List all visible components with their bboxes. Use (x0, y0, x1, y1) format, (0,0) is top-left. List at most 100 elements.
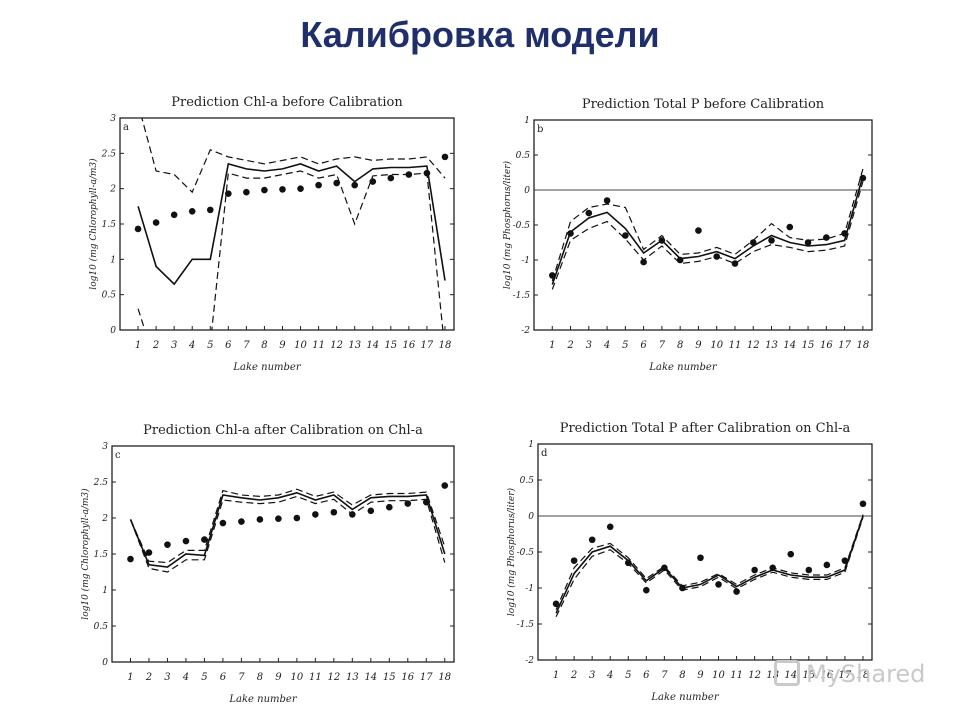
x-tick-label: 11 (730, 670, 743, 681)
chart-panel-a: Prediction Chl-a before Calibration a 0 0.5… (88, 95, 454, 401)
observed-point (751, 567, 758, 574)
x-tick-label: 9 (279, 340, 286, 351)
x-tick-label: 6 (220, 672, 227, 683)
observed-point (643, 587, 650, 594)
observed-point (297, 185, 304, 192)
series-group (135, 104, 449, 401)
observed-point (622, 232, 629, 239)
x-tick-label: 3 (586, 340, 592, 351)
observed-point (315, 182, 322, 189)
chart-title: Prediction Total P after Calibration on … (560, 421, 851, 436)
observed-point (243, 189, 250, 196)
x-tick-label: 5 (207, 340, 213, 351)
x-tick-label: 3 (171, 340, 177, 351)
x-tick-label: 5 (622, 340, 628, 351)
x-tick-label: 12 (747, 340, 760, 351)
y-tick-label: 2.5 (101, 149, 117, 159)
y-tick-label: 0 (528, 512, 534, 522)
observed-point (589, 536, 596, 543)
x-tick-label: 4 (188, 340, 195, 351)
y-tick-label: 3 (102, 442, 108, 452)
x-tick-label: 13 (346, 672, 359, 683)
observed-point (294, 515, 301, 522)
observed-point (786, 224, 793, 231)
y-tick-label: 1 (528, 440, 534, 450)
y-tick-label: 0.5 (516, 151, 531, 161)
x-tick-label: 7 (238, 672, 245, 683)
observed-point (697, 554, 704, 561)
x-axis-label: Lake number (228, 694, 297, 705)
confidence-bound-line (138, 104, 445, 192)
y-tick-label: 1 (102, 586, 108, 596)
observed-point (279, 186, 286, 193)
observed-point (442, 154, 449, 161)
y-tick-label: 0 (524, 186, 530, 196)
observed-point (369, 178, 376, 185)
observed-point (135, 226, 142, 233)
y-tick-label: -1.5 (513, 291, 531, 301)
confidence-bound-line (556, 517, 863, 616)
x-tick-label: 4 (606, 670, 613, 681)
y-tick-label: 1 (110, 255, 116, 265)
observed-point (388, 175, 395, 182)
x-tick-label: 3 (164, 672, 170, 683)
panel-letter: d (541, 448, 548, 459)
y-tick-label: 2.5 (93, 478, 109, 488)
observed-point (715, 581, 722, 588)
observed-point (238, 518, 245, 525)
observed-point (824, 562, 831, 569)
x-tick-label: 17 (838, 340, 851, 351)
y-axis-label: log10 (mg Phosphorus/liter) (506, 487, 517, 616)
y-tick-label: 1 (524, 116, 530, 126)
observed-point (207, 207, 214, 214)
series-group (127, 482, 448, 572)
x-tick-label: 6 (643, 670, 650, 681)
observed-point (441, 482, 448, 489)
y-tick-label: -1 (521, 256, 530, 266)
x-tick-label: 9 (275, 672, 282, 683)
y-tick-label: 3 (110, 114, 116, 124)
y-tick-label: 0 (110, 326, 116, 336)
x-tick-label: 7 (661, 670, 668, 681)
x-tick-label: 4 (603, 340, 610, 351)
x-tick-label: 10 (712, 670, 725, 681)
x-tick-label: 1 (549, 340, 555, 351)
x-tick-label: 17 (420, 672, 433, 683)
observed-point (695, 227, 702, 234)
observed-point (768, 237, 775, 244)
x-tick-label: 6 (225, 340, 232, 351)
chart-panel-c: Prediction Chl-a after Calibration on Ch… (80, 423, 454, 705)
observed-point (275, 515, 282, 522)
observed-point (787, 551, 794, 558)
observed-point (860, 500, 867, 507)
observed-point (806, 567, 813, 574)
y-tick-label: -0.5 (513, 221, 531, 231)
x-tick-label: 9 (695, 340, 702, 351)
x-tick-label: 5 (625, 670, 631, 681)
observed-point (351, 182, 358, 189)
x-tick-label: 12 (748, 670, 761, 681)
series-group (553, 500, 867, 616)
y-tick-label: 0.5 (520, 476, 535, 486)
x-tick-label: 14 (783, 340, 796, 351)
chart-title: Prediction Total P before Calibration (582, 97, 825, 112)
observed-point (261, 187, 268, 194)
chart-title: Prediction Chl-a after Calibration on Ch… (143, 423, 423, 438)
x-tick-label: 12 (327, 672, 340, 683)
chart-panel-b: Prediction Total P before Calibrationb-2… (502, 97, 872, 373)
confidence-bound-line (552, 182, 863, 290)
observed-point (257, 516, 264, 523)
prediction-line (131, 493, 445, 567)
x-tick-label: 10 (294, 340, 307, 351)
observed-point (153, 219, 160, 226)
x-tick-label: 15 (384, 340, 397, 351)
x-tick-label: 2 (145, 672, 152, 683)
confidence-bound-line (131, 489, 445, 562)
y-axis-label: log10 (mg Phosphorus/liter) (502, 160, 513, 289)
x-tick-label: 7 (659, 340, 666, 351)
x-tick-label: 2 (152, 340, 159, 351)
x-tick-label: 11 (729, 340, 742, 351)
plot-frame (120, 118, 454, 330)
panel-letter: a (123, 122, 129, 133)
x-tick-label: 18 (439, 340, 452, 351)
